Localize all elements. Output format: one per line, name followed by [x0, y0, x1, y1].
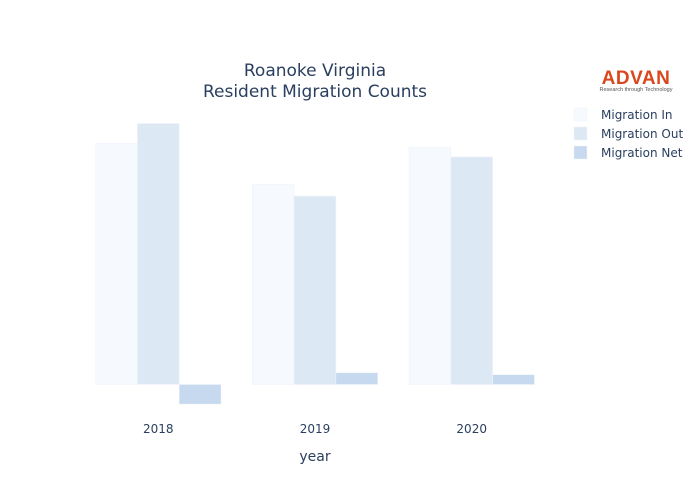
bar-migration-out-2018: [137, 123, 180, 385]
logo-tagline: Research through Technology: [600, 87, 673, 93]
x-tick-2018: 2018: [143, 422, 174, 436]
chart-title-line1: Roanoke Virginia: [244, 61, 386, 81]
bar-migration-in-2019: [252, 184, 295, 385]
x-axis-title: year: [299, 449, 330, 465]
legend-swatch-migration-out[interactable]: [573, 126, 588, 141]
legend-label-migration-in[interactable]: Migration In: [601, 108, 673, 122]
bar-migration-net-2020: [492, 374, 535, 385]
legend-label-migration-net[interactable]: Migration Net: [601, 146, 683, 160]
legend-swatch-migration-in[interactable]: [573, 107, 588, 122]
chart-title-line2: Resident Migration Counts: [203, 82, 427, 102]
bar-migration-out-2019: [293, 195, 337, 385]
x-tick-2019: 2019: [300, 422, 331, 436]
advan-logo: ADVAN Research through Technology: [600, 68, 673, 93]
bar-migration-out-2020: [450, 156, 493, 385]
x-tick-2020: 2020: [456, 422, 487, 436]
x-tick-labels: 2018 2019 2020: [143, 422, 487, 436]
legend-label-migration-out[interactable]: Migration Out: [601, 127, 683, 141]
legend-swatch-migration-net[interactable]: [573, 145, 588, 160]
bar-migration-in-2020: [408, 146, 452, 385]
bars-group: [95, 123, 535, 405]
legend: Migration In Migration Out Migration Net: [573, 107, 683, 160]
logo-name: ADVAN: [602, 68, 671, 89]
bar-migration-net-2019: [335, 372, 378, 385]
bar-migration-in-2018: [95, 142, 138, 385]
bar-migration-net-2018: [178, 384, 222, 405]
